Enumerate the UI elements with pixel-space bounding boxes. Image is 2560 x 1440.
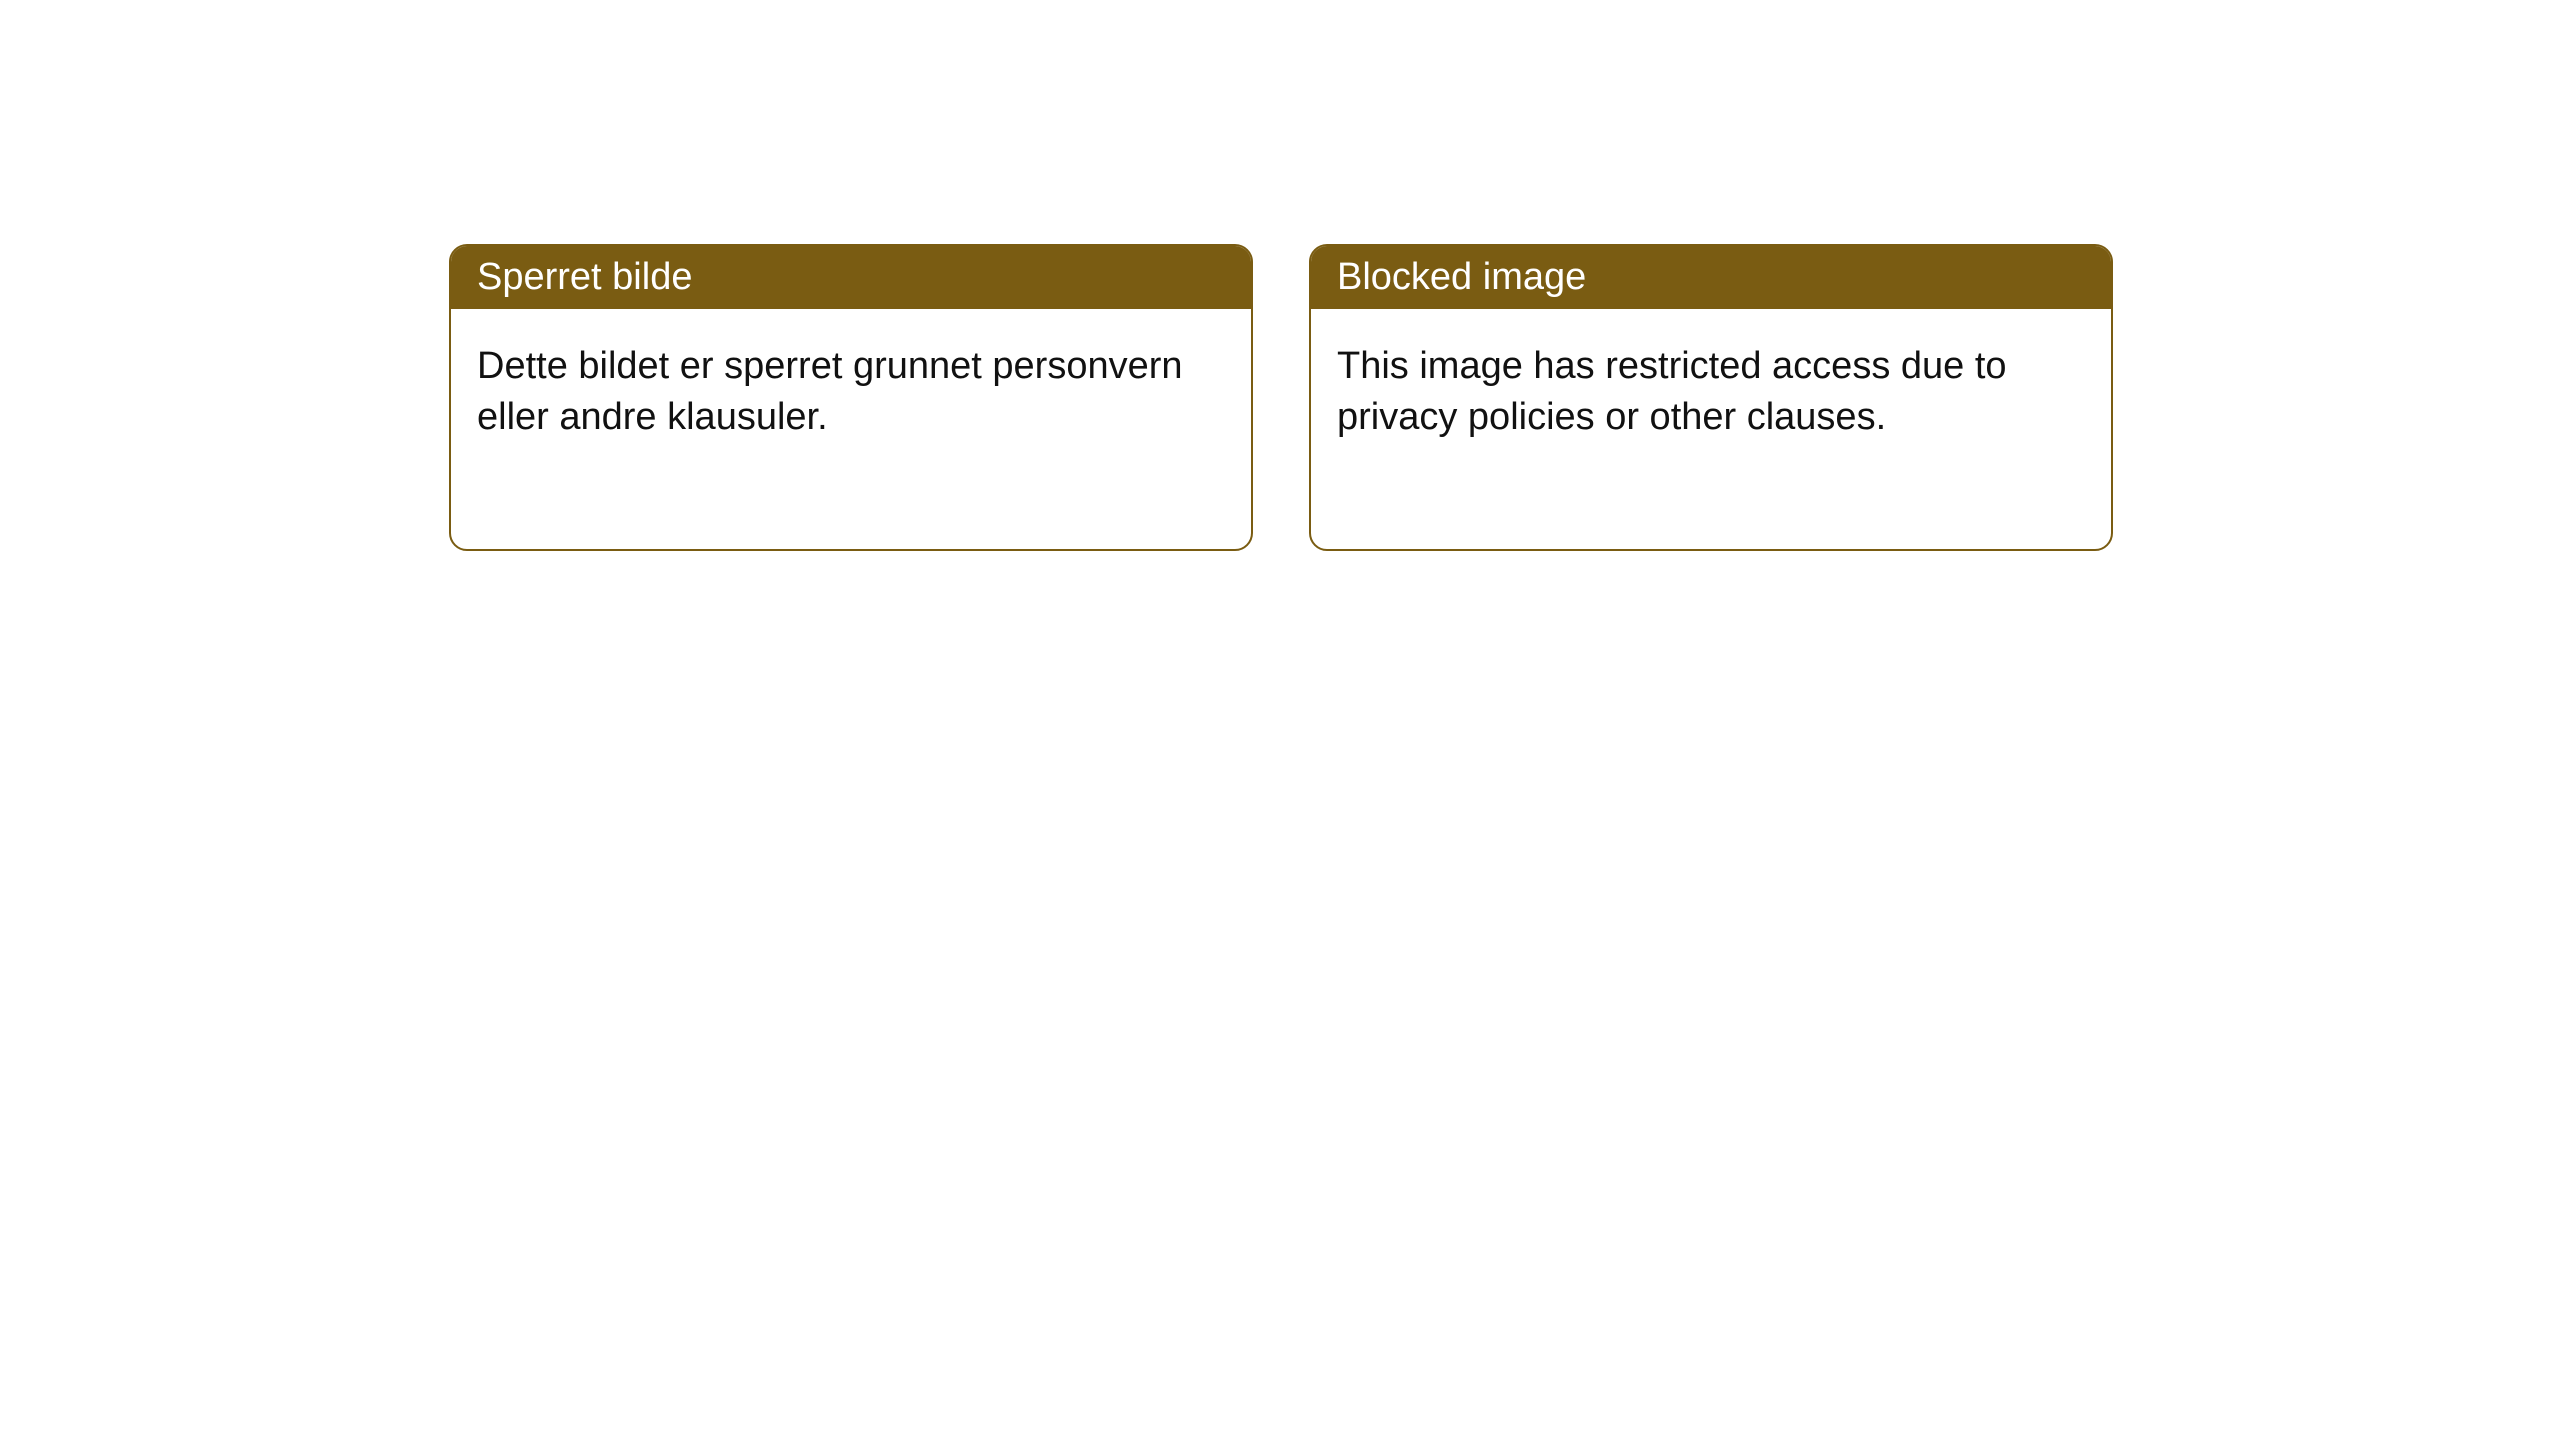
notice-header: Blocked image <box>1311 246 2111 309</box>
notice-header: Sperret bilde <box>451 246 1251 309</box>
notice-title: Blocked image <box>1337 256 1586 298</box>
notice-card-norwegian: Sperret bilde Dette bildet er sperret gr… <box>449 244 1253 551</box>
notice-container: Sperret bilde Dette bildet er sperret gr… <box>0 0 2560 551</box>
notice-body-text: This image has restricted access due to … <box>1337 345 2007 438</box>
notice-body: Dette bildet er sperret grunnet personve… <box>451 309 1251 549</box>
notice-body-text: Dette bildet er sperret grunnet personve… <box>477 345 1183 438</box>
notice-title: Sperret bilde <box>477 256 692 298</box>
notice-card-english: Blocked image This image has restricted … <box>1309 244 2113 551</box>
notice-body: This image has restricted access due to … <box>1311 309 2111 549</box>
